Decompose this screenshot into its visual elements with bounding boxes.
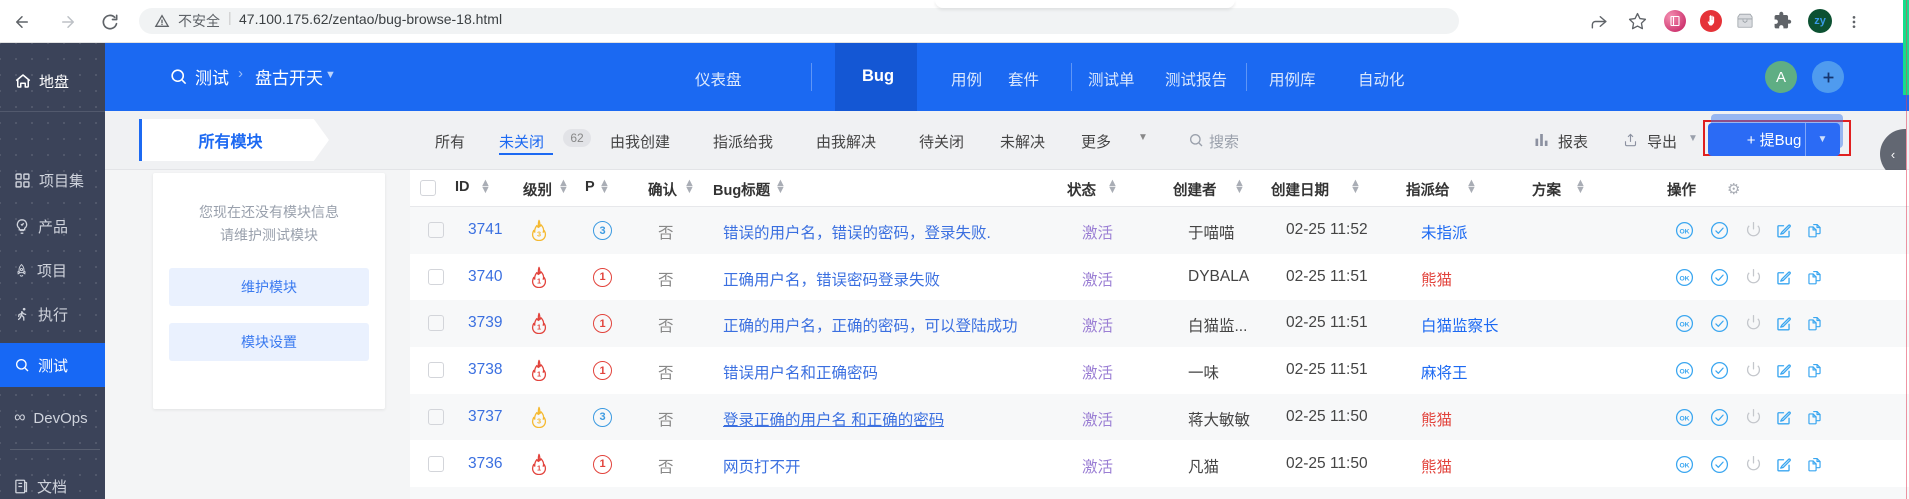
- svg-text:OK: OK: [1679, 415, 1689, 422]
- svg-text:OK: OK: [1679, 228, 1689, 235]
- svg-text:3: 3: [537, 416, 541, 425]
- svg-text:1: 1: [537, 323, 541, 332]
- svg-text:3: 3: [537, 229, 541, 238]
- svg-text:OK: OK: [1679, 462, 1689, 469]
- svg-text:OK: OK: [1679, 368, 1689, 375]
- svg-text:1: 1: [537, 276, 541, 285]
- svg-text:OK: OK: [1679, 275, 1689, 282]
- svg-text:1: 1: [537, 463, 541, 472]
- svg-text:OK: OK: [1679, 322, 1689, 329]
- svg-text:1: 1: [537, 370, 541, 379]
